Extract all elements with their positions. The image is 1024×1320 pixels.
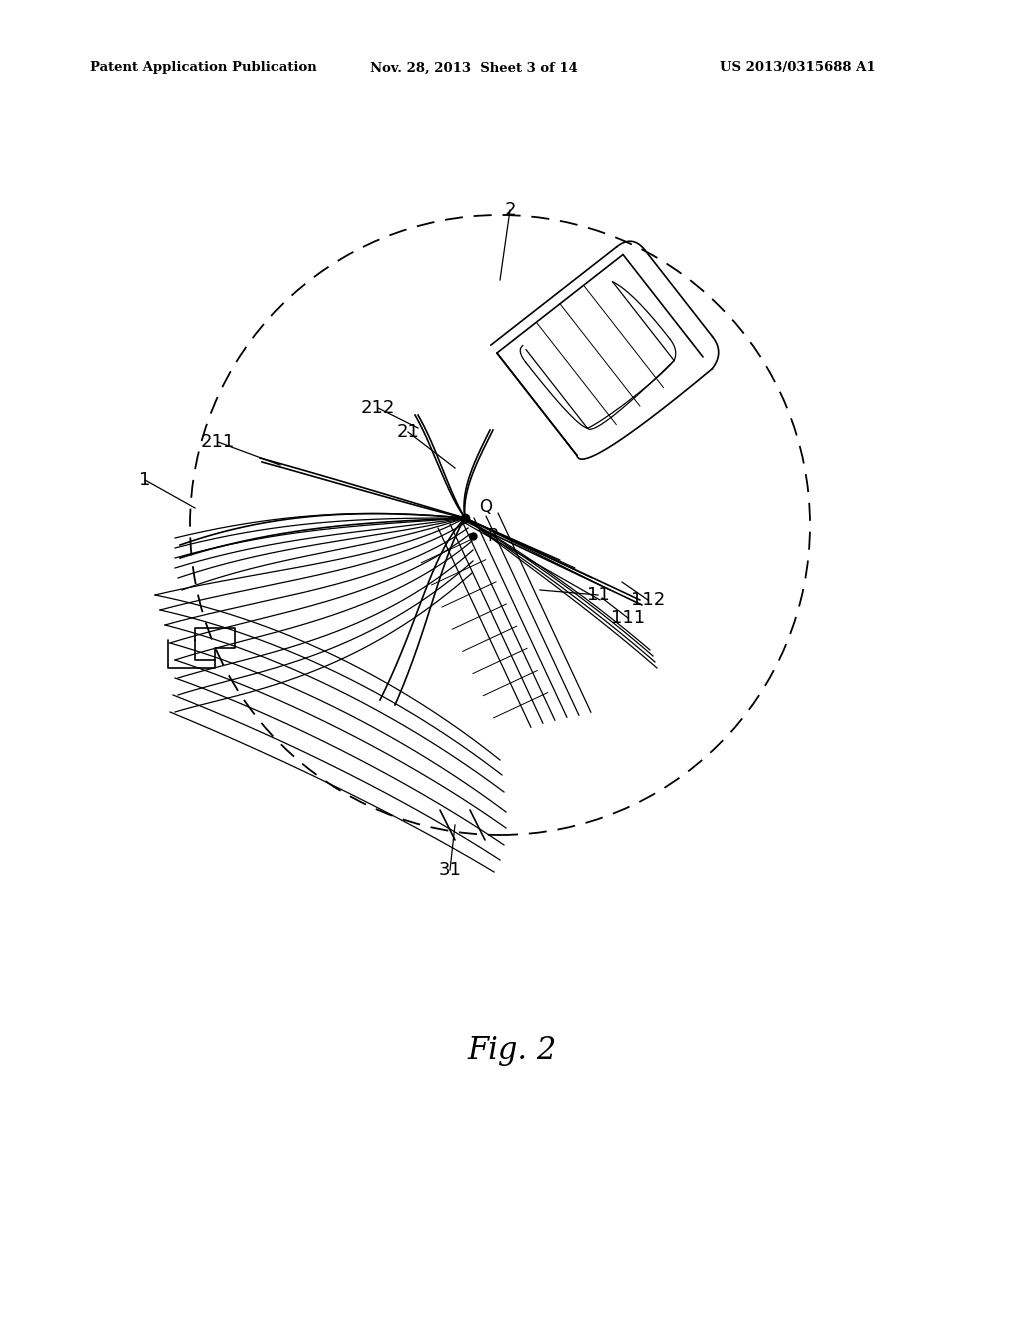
Text: Nov. 28, 2013  Sheet 3 of 14: Nov. 28, 2013 Sheet 3 of 14 [370, 62, 578, 74]
Text: 212: 212 [360, 399, 395, 417]
Text: 1: 1 [139, 471, 151, 488]
Text: US 2013/0315688 A1: US 2013/0315688 A1 [720, 62, 876, 74]
Text: 111: 111 [611, 609, 645, 627]
Text: Q: Q [479, 498, 492, 516]
Text: P: P [487, 527, 497, 545]
Text: Patent Application Publication: Patent Application Publication [90, 62, 316, 74]
Text: 211: 211 [201, 433, 236, 451]
Text: 2: 2 [504, 201, 516, 219]
Text: 21: 21 [396, 422, 420, 441]
Text: 31: 31 [438, 861, 462, 879]
Text: Fig. 2: Fig. 2 [467, 1035, 557, 1065]
Text: 112: 112 [631, 591, 666, 609]
Text: 11: 11 [587, 586, 609, 605]
